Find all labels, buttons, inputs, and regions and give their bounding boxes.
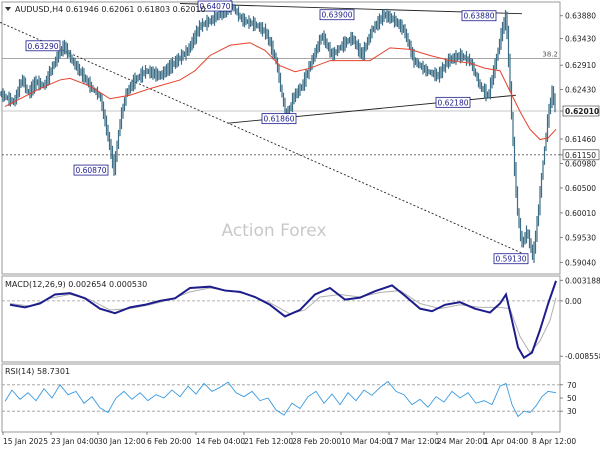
price-label-box [461,10,497,22]
watermark: Action Forex [221,221,326,241]
x-tick-label: 1 Apr 04:00 [484,437,528,446]
x-tick-label: 15 Jan 2025 [3,437,48,446]
price-label-box [261,113,297,125]
macd-panel-frame [1,275,561,363]
rsi-title: RSI(14) 58.7301 [5,367,70,376]
x-tick-label: 17 Mar 12:00 [389,437,439,446]
moving-average-line [4,42,557,141]
macd-panel: 0.003188 0.00 -0.008558 [2,276,600,361]
rsi-tick-label: 50 [567,394,577,403]
rsi-panel: 70 50 30 [2,380,577,418]
price-tick-label: 0.63430 [565,35,596,44]
x-tick-label: 21 Feb 12:00 [244,437,293,446]
price-label: 0.61860 [263,115,294,124]
x-tick-label: 23 Jan 04:00 [51,437,99,446]
rsi-tick-label: 70 [567,381,577,390]
x-tick-label: 14 Feb 04:00 [196,437,245,446]
price-tick-label: 0.60010 [565,209,596,218]
price-label: 0.63880 [463,12,494,21]
macd-tick-label: 0.00 [565,297,582,306]
price-label: 0.64070 [199,2,230,11]
price-label: 0.60870 [75,166,106,175]
macd-tick-label: -0.008558 [565,352,600,361]
price-panel: 38.2 0.63290 0.64070 0.63900 0.63880 0.62180 0… [0,0,600,267]
price-tick-label: 0.61150 [565,151,596,160]
price-label: 0.62180 [437,98,468,107]
header-triangle-icon [5,7,11,11]
x-tick-label: 24 Mar 20:00 [437,437,487,446]
symbol-header-group: AUDUSD,H4 0.61946 0.62061 0.61803 0.6201… [5,5,206,14]
x-tick-label: 30 Jan 12:00 [98,437,146,446]
x-tick-label: 10 Mar 04:00 [341,437,391,446]
rsi-tick-label: 30 [567,407,577,416]
x-tick-label: 6 Feb 20:00 [147,437,192,446]
price-tick-label: 0.60980 [565,159,596,168]
price-y-axis: 0.63880 0.63430 0.62910 0.62430 0.62010 0.614… [560,12,600,267]
price-tick-label: 0.59040 [565,258,596,267]
price-label-box [493,253,529,265]
rsi-line [4,380,557,418]
macd-signal-line [9,287,557,354]
macd-title: MACD(12,26,9) 0.002654 0.000530 [5,280,147,289]
rsi-panel-frame [1,363,561,433]
price-tick-label: 0.61460 [565,135,596,144]
price-label-box [319,9,355,21]
price-tick-label: 0.59530 [565,233,596,242]
price-tick-label: 0.62910 [565,61,596,70]
price-bars [0,0,556,264]
price-label-box [197,0,233,12]
falling-trendline [0,21,523,254]
price-label-box [435,96,471,108]
price-label: 0.63900 [321,11,352,20]
symbol-header: AUDUSD,H4 0.61946 0.62061 0.61803 0.6201… [15,5,206,14]
price-label: 0.63290 [27,42,58,51]
price-label-box [73,164,109,176]
price-tick-label: 0.63880 [565,12,596,21]
x-tick-label: 28 Feb 20:00 [292,437,341,446]
macd-main-line [9,280,557,360]
price-tick-label: 0.62010 [565,107,599,116]
fib-level-label: 38.2 [542,51,558,59]
macd-tick-label: 0.003188 [565,276,600,285]
price-panel-frame [1,1,561,275]
x-axis: 15 Jan 2025 23 Jan 04:00 30 Jan 12:00 6 Feb… [2,432,576,446]
price-label: 0.59130 [495,255,526,264]
price-tick-label: 0.62430 [565,86,596,95]
price-label-box [25,40,61,52]
price-tick-label: 0.60500 [565,184,596,193]
x-tick-label: 8 Apr 12:00 [532,437,576,446]
